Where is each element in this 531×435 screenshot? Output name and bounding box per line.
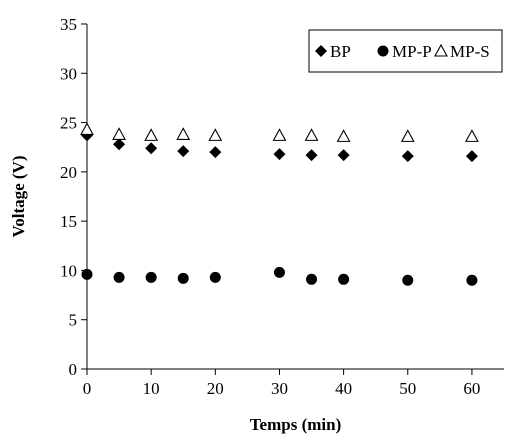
mp-s-point	[400, 129, 415, 142]
legend-bp-label: BP	[330, 42, 351, 61]
mp-p-point	[209, 271, 221, 283]
mp-p-point	[177, 272, 189, 284]
y-axis-ticks: 0 5 10 15 20 25 30 35	[60, 15, 87, 379]
x-tick-label: 40	[335, 379, 352, 398]
mp-p-point	[81, 268, 93, 280]
x-tick-label: 50	[399, 379, 416, 398]
data-marks	[80, 122, 479, 286]
legend-mp-p-label: MP-P	[392, 42, 432, 61]
y-tick-label: 30	[60, 64, 77, 83]
y-tick-label: 35	[60, 15, 77, 34]
mp-s-point	[176, 127, 191, 140]
mp-p-point	[113, 271, 125, 283]
bp-point	[401, 150, 414, 163]
legend: BP MP-P MP-S	[308, 29, 503, 73]
y-tick-label: 10	[60, 261, 77, 280]
y-tick-label: 15	[60, 212, 77, 231]
x-tick-label: 30	[271, 379, 288, 398]
mp-p-point	[402, 274, 414, 286]
bp-point	[465, 150, 478, 163]
bp-point	[273, 148, 286, 161]
mp-s-point	[208, 128, 223, 141]
x-axis-title: Temps (min)	[250, 415, 341, 434]
y-tick-label: 0	[69, 360, 78, 379]
bp-point	[145, 142, 158, 155]
mp-s-point	[336, 129, 351, 142]
mp-s-point	[464, 129, 479, 142]
mp-s-point	[80, 122, 94, 136]
legend-mp-p-marker	[377, 45, 389, 57]
legend-bp-marker	[315, 45, 327, 57]
mp-p-point	[273, 266, 285, 278]
y-axis-title: Voltage (V)	[9, 156, 28, 238]
x-tick-label: 20	[207, 379, 224, 398]
x-tick-label: 0	[83, 379, 92, 398]
mp-s-point	[144, 128, 159, 141]
bp-point	[305, 149, 318, 162]
mp-p-point	[338, 273, 350, 285]
bp-point	[177, 145, 190, 158]
mp-p-point	[145, 271, 157, 283]
x-tick-label: 10	[143, 379, 160, 398]
bp-point	[337, 149, 350, 162]
legend-box	[308, 29, 503, 73]
mp-p-point	[306, 273, 318, 285]
mp-s-point	[112, 127, 127, 140]
y-tick-label: 25	[60, 114, 77, 133]
mp-s-point	[272, 128, 287, 141]
y-tick-label: 20	[60, 163, 77, 182]
y-tick-label: 5	[69, 311, 78, 330]
bp-point	[113, 138, 126, 151]
mp-p-point	[466, 274, 478, 286]
x-axis-ticks: 0 10 20 30 40 50 60	[83, 369, 480, 398]
mp-s-point	[304, 128, 319, 141]
legend-mp-s-marker	[434, 43, 448, 57]
bp-point	[209, 146, 222, 159]
legend-mp-s-label: MP-S	[450, 42, 490, 61]
x-tick-label: 60	[463, 379, 480, 398]
